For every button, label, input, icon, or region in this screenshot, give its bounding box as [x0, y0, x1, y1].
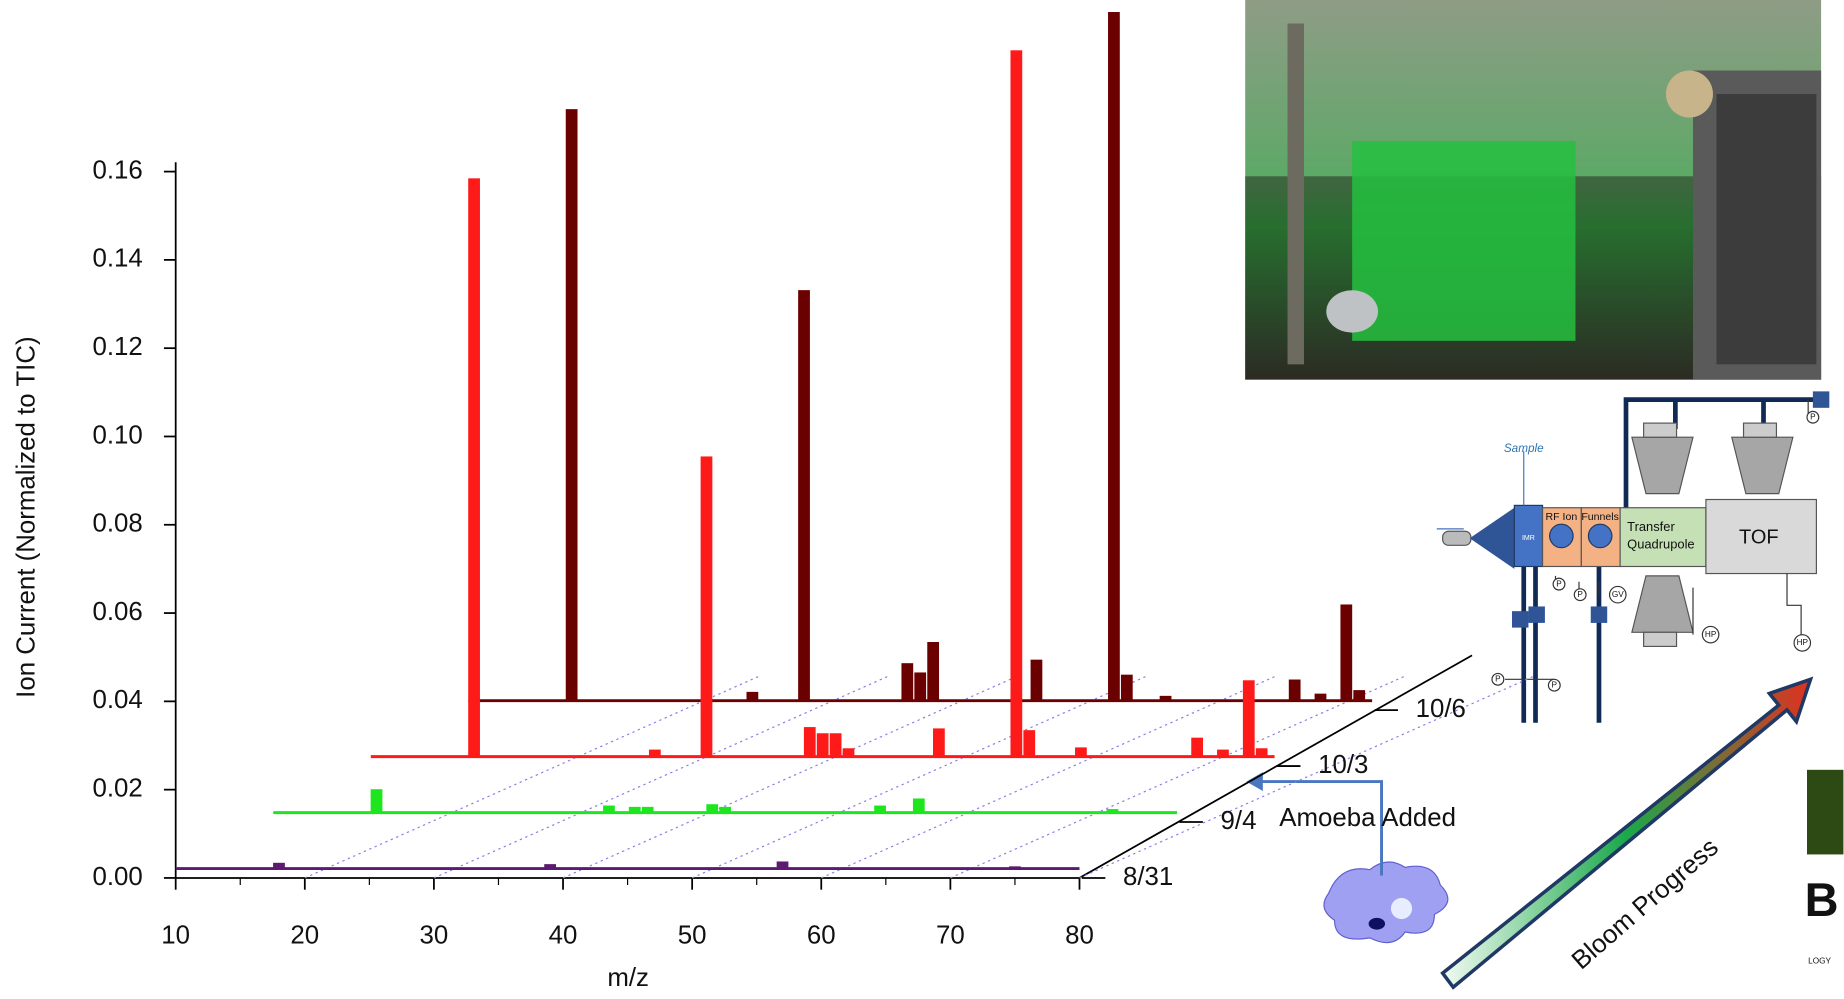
diagram-label: Transfer — [1627, 519, 1675, 534]
bar — [1075, 747, 1087, 757]
bar — [803, 727, 816, 757]
bar — [565, 109, 578, 701]
x-tick-label: 70 — [936, 922, 965, 950]
x-tick-label: 20 — [290, 922, 319, 950]
bar — [370, 789, 383, 813]
bar — [1242, 680, 1255, 757]
logo-text: LOGY — [1808, 957, 1831, 966]
diagram-label: Quadrupole — [1627, 537, 1694, 552]
series-label: 8/31 — [1123, 863, 1173, 891]
bar — [776, 861, 789, 869]
annotation: Amoeba Added — [1279, 804, 1456, 832]
y-tick-label: 0.10 — [92, 421, 142, 449]
x-tick-label: 80 — [1065, 922, 1094, 950]
bar — [874, 805, 886, 813]
depth-guide — [1079, 676, 1534, 879]
depth-guide — [433, 676, 888, 879]
bar — [798, 290, 810, 701]
y-tick-label: 0.08 — [92, 510, 142, 538]
bar — [1120, 674, 1133, 701]
bar — [816, 733, 829, 757]
bar — [1009, 866, 1021, 869]
bar — [1314, 693, 1327, 701]
bar — [829, 733, 842, 757]
bar — [1030, 659, 1043, 701]
bar — [927, 641, 940, 701]
bar — [912, 798, 925, 813]
diagram-label: TOF — [1739, 527, 1779, 549]
bar — [641, 806, 654, 813]
diagram-label: Sample — [1504, 442, 1544, 455]
diagram-label: Funnels — [1581, 511, 1619, 523]
bar — [1217, 749, 1229, 757]
depth-guide — [691, 676, 1146, 879]
bar — [1023, 730, 1036, 757]
diagram-label: P — [1495, 674, 1501, 683]
bar — [648, 749, 661, 757]
bar — [468, 178, 480, 757]
diagram-label: HP — [1797, 638, 1809, 647]
diagram-label: P — [1556, 579, 1562, 588]
depth-guide — [821, 676, 1276, 879]
y-tick-label: 0.16 — [92, 156, 142, 184]
diagram-label: HP — [1705, 630, 1717, 639]
bar — [628, 806, 641, 813]
series-label: 9/4 — [1221, 807, 1257, 835]
bar — [719, 806, 732, 813]
bar — [1106, 809, 1119, 813]
bar — [1159, 695, 1172, 701]
bar — [1340, 604, 1353, 701]
x-tick-label: 10 — [161, 922, 190, 950]
diagram-label: RF Ion — [1546, 511, 1578, 523]
y-tick-label: 0.12 — [92, 333, 142, 361]
logo-letter: B — [1805, 873, 1839, 926]
diagram-label: P — [1810, 412, 1816, 421]
logo-shape — [1806, 769, 1844, 855]
depth-guide — [304, 676, 759, 879]
bar — [933, 728, 945, 757]
bar — [273, 862, 285, 869]
bar — [603, 805, 615, 813]
x-tick-label: 30 — [420, 922, 449, 950]
diagram-label: P — [1552, 680, 1558, 689]
x-tick-label: 60 — [807, 922, 836, 950]
bloom-arrow — [1440, 676, 1814, 990]
bar — [1010, 50, 1023, 757]
diagram-label: P — [1577, 590, 1583, 599]
y-tick-label: 0.00 — [92, 863, 142, 891]
x-tick-label: 40 — [549, 922, 578, 950]
bar — [746, 691, 759, 701]
diagram-label: GV — [1612, 590, 1624, 599]
photo — [1245, 0, 1822, 380]
y-tick-label: 0.02 — [92, 774, 142, 802]
depth-guide — [562, 676, 1017, 879]
bar — [1288, 679, 1301, 701]
y-tick-label: 0.06 — [92, 598, 142, 626]
bar — [700, 456, 713, 757]
bar — [1353, 690, 1366, 701]
z-axis — [1079, 654, 1473, 879]
series-label: 10/3 — [1318, 751, 1368, 779]
bar — [706, 804, 719, 813]
depth-guide — [950, 676, 1405, 879]
bar — [914, 672, 927, 701]
y-tick-label: 0.14 — [92, 245, 142, 273]
y-tick-label: 0.04 — [92, 686, 142, 714]
bar — [1255, 748, 1268, 757]
bar — [1191, 737, 1203, 757]
bar — [544, 864, 556, 869]
y-axis-label: Ion Current (Normalized to TIC) — [12, 336, 40, 697]
bar — [1108, 12, 1120, 701]
series-label: 10/6 — [1416, 695, 1466, 723]
instrument-diagram — [1436, 391, 1830, 723]
x-tick-label: 50 — [678, 922, 707, 950]
x-axis-label: m/z — [607, 964, 649, 992]
bar — [842, 748, 855, 757]
amoeba — [1246, 772, 1449, 944]
bar — [901, 663, 914, 701]
diagram-label: IMR — [1522, 535, 1535, 542]
